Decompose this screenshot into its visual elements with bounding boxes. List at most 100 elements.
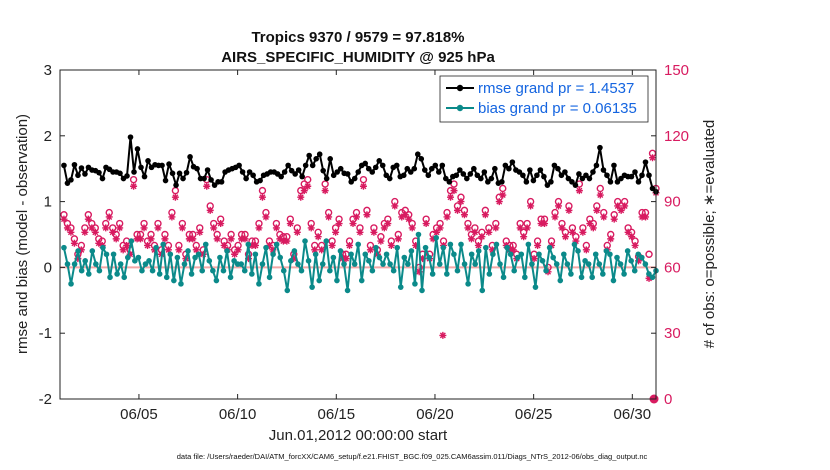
- obs-evaluated-marker: [548, 241, 556, 249]
- rmse-point: [509, 159, 516, 165]
- bias-point: [507, 251, 514, 258]
- rmse-point: [351, 175, 358, 182]
- bias-point: [433, 234, 439, 241]
- bias-point: [397, 284, 404, 290]
- rmse-point: [411, 165, 418, 172]
- y-tick-label-left: 3: [44, 62, 52, 79]
- obs-evaluated-marker: [119, 246, 127, 254]
- obs-evaluated-marker: [231, 250, 239, 258]
- legend-box: [439, 75, 649, 123]
- bias-point: [217, 254, 223, 261]
- obs-evaluated-marker: [635, 257, 643, 265]
- rmse-point: [393, 162, 400, 169]
- obs-evaluated-marker: [126, 250, 134, 258]
- obs-evaluated-marker: [95, 239, 103, 247]
- bias-point: [75, 248, 81, 254]
- bias-point: [288, 258, 294, 264]
- rmse-point: [502, 162, 509, 169]
- bias-point: [327, 267, 333, 274]
- bias-point: [167, 251, 174, 258]
- rmse-point: [278, 173, 284, 180]
- y-tick-label-left: -2: [39, 391, 52, 408]
- bias-point: [107, 274, 113, 281]
- obs-evaluated-marker: [346, 241, 354, 249]
- bias-point: [585, 261, 592, 267]
- rmse-point: [369, 169, 376, 175]
- bias-point: [358, 277, 365, 284]
- obs-evaluated-marker: [642, 213, 650, 221]
- obs-evaluated-marker: [77, 246, 85, 254]
- y-tick-label-right: 0: [664, 391, 672, 408]
- rmse-point: [404, 165, 411, 172]
- obs-possible-marker: [129, 175, 138, 184]
- rmse-point: [295, 167, 302, 173]
- rmse-point: [138, 164, 144, 171]
- obs-evaluated-marker: [328, 241, 336, 249]
- bias-point: [241, 267, 248, 274]
- bias-point: [181, 261, 188, 267]
- rmse-point: [334, 169, 341, 175]
- bias-point: [468, 251, 475, 258]
- obs-evaluated-marker: [109, 228, 117, 236]
- obs-evaluated-marker: [600, 213, 608, 221]
- obs-evaluated-marker: [91, 228, 99, 236]
- bias-point: [621, 271, 627, 277]
- bias-point: [96, 267, 103, 274]
- rmse-point: [159, 162, 165, 169]
- bias-point: [146, 258, 152, 264]
- obs-evaluated-marker: [276, 235, 284, 243]
- obs-evaluated-marker: [311, 246, 319, 254]
- bias-point: [422, 244, 429, 251]
- obs-evaluated-marker: [433, 228, 441, 236]
- bias-point: [376, 254, 383, 261]
- bias-point: [139, 267, 145, 274]
- rmse-point: [327, 156, 333, 162]
- bias-point: [273, 241, 280, 248]
- obs-possible-marker: [258, 186, 267, 195]
- rmse-point: [443, 175, 449, 182]
- obs-evaluated-marker: [314, 233, 322, 241]
- bias-point: [539, 258, 546, 264]
- rmse-point: [379, 162, 386, 169]
- bias-point: [518, 251, 525, 258]
- obs-evaluated-marker: [147, 235, 155, 243]
- y-axis-label-right: # of obs: o=possible; ∗=evaluated: [701, 120, 718, 349]
- obs-possible-marker: [304, 175, 312, 184]
- obs-evaluated-marker: [352, 213, 360, 221]
- bias-point: [231, 258, 237, 264]
- bias-point: [635, 251, 642, 258]
- bias-point: [82, 258, 89, 264]
- bias-point: [266, 274, 273, 281]
- obs-evaluated-marker: [123, 241, 131, 249]
- bias-point: [78, 267, 85, 274]
- bias-point: [479, 287, 486, 294]
- rmse-point: [506, 165, 512, 172]
- y-tick-label-right: 150: [664, 62, 689, 79]
- bias-point: [419, 287, 425, 294]
- bias-point: [206, 258, 213, 264]
- obs-evaluated-marker: [415, 268, 423, 276]
- rmse-point: [131, 169, 137, 175]
- obs-evaluated-marker: [401, 211, 409, 219]
- bias-point: [295, 261, 301, 267]
- rmse-point: [614, 179, 621, 185]
- bias-point: [117, 261, 124, 267]
- obs-evaluated-marker: [610, 215, 618, 223]
- rmse-point: [169, 170, 176, 177]
- rmse-point: [194, 165, 200, 172]
- rmse-point: [372, 164, 379, 171]
- obs-evaluated-marker: [471, 228, 479, 236]
- rmse-point: [590, 169, 596, 175]
- rmse-point: [485, 179, 491, 185]
- bias-point: [249, 271, 255, 277]
- rmse-point: [239, 169, 246, 175]
- obs-evaluated-marker: [436, 224, 444, 232]
- rmse-point: [362, 160, 369, 167]
- bias-point: [224, 248, 230, 254]
- rmse-point: [649, 185, 656, 192]
- obs-evaluated-marker: [178, 224, 186, 232]
- obs-evaluated-marker: [481, 211, 489, 219]
- y-tick-label-right: 60: [664, 259, 681, 276]
- bias-point: [128, 238, 135, 244]
